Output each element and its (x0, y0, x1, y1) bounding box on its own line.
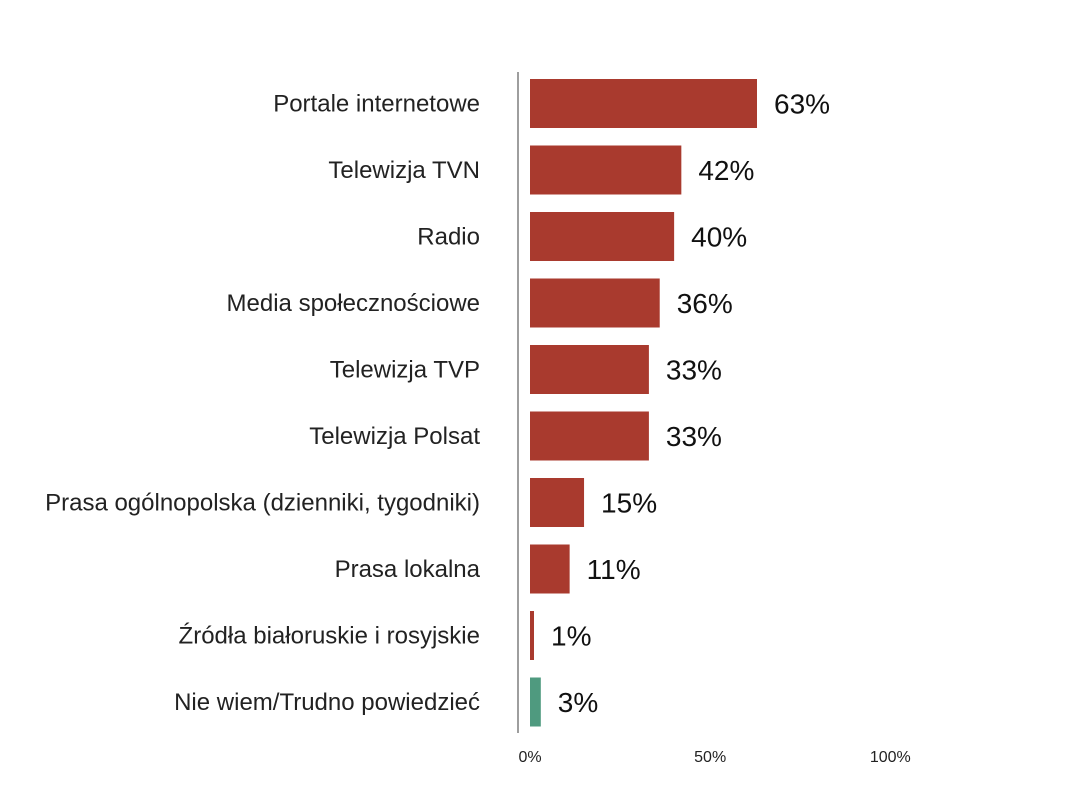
category-label: Telewizja TVN (328, 157, 480, 184)
x-tick-label: 0% (518, 749, 541, 766)
value-label: 11% (587, 554, 641, 585)
value-label: 15% (601, 488, 657, 519)
category-label: Media społecznościowe (227, 290, 480, 317)
bar (530, 478, 585, 527)
category-label: Radio (417, 224, 480, 251)
bars-group (530, 79, 757, 727)
category-label: Telewizja TVP (330, 357, 480, 384)
value-label: 1% (551, 621, 591, 652)
bar (530, 677, 541, 727)
x-tick-label: 100% (870, 749, 911, 766)
value-label: 40% (691, 222, 747, 253)
bar (530, 611, 534, 660)
bar (530, 544, 570, 594)
category-label: Nie wiem/Trudno powiedzieć (174, 689, 480, 716)
value-label: 33% (666, 355, 722, 386)
category-label: Telewizja Polsat (309, 423, 480, 450)
bar (530, 212, 675, 261)
value-label: 42% (698, 155, 754, 186)
category-label: Prasa ogólnopolska (dzienniki, tygodniki… (45, 490, 480, 517)
category-label: Portale internetowe (273, 91, 480, 118)
category-labels-group: Portale internetowe Telewizja TVN Radio Med… (45, 91, 481, 717)
value-label: 33% (666, 421, 722, 452)
value-label: 3% (558, 687, 598, 718)
category-label: Prasa lokalna (335, 556, 481, 583)
category-label: Źródła białoruskie i rosyjskie (179, 623, 480, 650)
bar (530, 411, 649, 461)
bar (530, 145, 682, 195)
bar (530, 79, 757, 128)
value-label: 63% (774, 89, 830, 120)
x-axis-ticks-group: 0% 50% 100% (518, 749, 910, 766)
bar (530, 345, 649, 394)
value-labels-group: 63% 42% 40% 36% 33% 33% 15% 11% 1% 3% (551, 89, 830, 719)
bar (530, 278, 660, 328)
x-tick-label: 50% (694, 749, 726, 766)
value-label: 36% (677, 288, 733, 319)
